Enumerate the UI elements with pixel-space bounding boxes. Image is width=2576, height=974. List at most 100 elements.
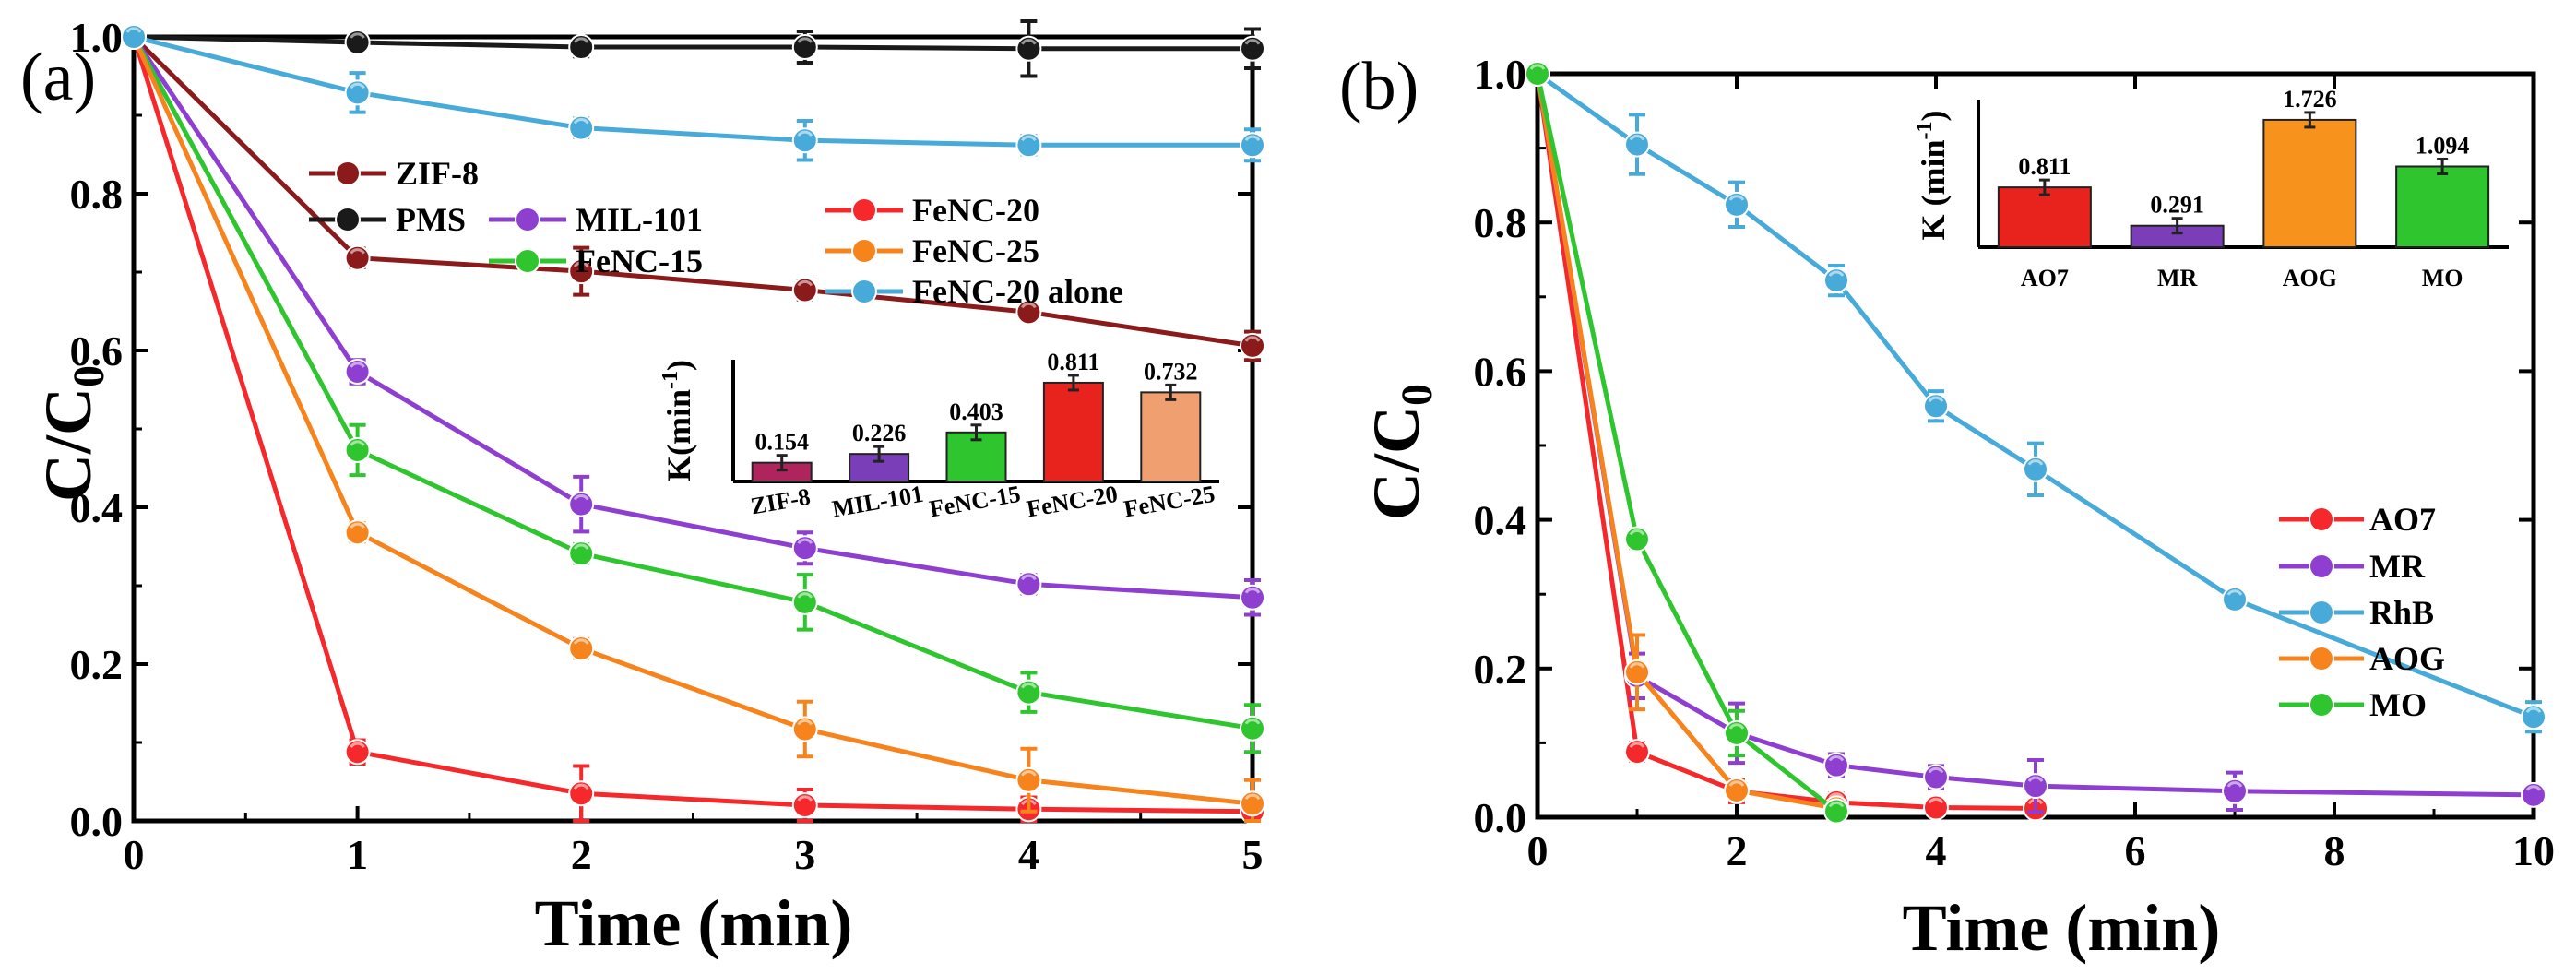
x-tick-label-0: 0 [1527,827,1549,874]
data-point-highlight [573,638,589,645]
data-point-highlight [1828,270,1845,277]
panel-b-label: (b) [1339,49,1419,125]
y-axis-title-main: C/C [31,387,105,502]
legend-label-mo: MO [2369,686,2427,723]
inset-y-axis-title-superscript: -1 [659,371,683,389]
data-point-highlight [350,32,365,39]
legend-marker [335,160,361,186]
inset-value-label-fenc-20: 0.811 [1047,349,1099,375]
data-point-highlight [1629,662,1645,669]
inset-y-axis-title: K (min-1) [1913,110,1952,240]
legend-item-fenc-20-alone: FeNC-20 alone [825,273,1123,310]
data-point-highlight [2525,707,2542,714]
data-point-highlight [1021,39,1037,45]
series-line-fenc-25 [131,35,1253,806]
data-point-highlight [573,37,589,43]
legend-item-fenc-20: FeNC-20 [825,192,1039,229]
data-point-highlight [1021,682,1037,689]
data-point-highlight [1021,135,1037,142]
legend-marker [851,197,877,223]
data-point-highlight [1244,793,1261,801]
inset-y-axis-title-superscript: -1 [1913,121,1937,139]
inset-category-label-ao7: AO7 [2021,265,2069,291]
legend-item-fenc-25: FeNC-25 [825,232,1039,269]
inset-value-label-ao7: 0.811 [2018,153,2071,180]
data-point-highlight [1629,529,1645,536]
data-point-highlight [1828,754,1845,762]
series-line-fenc-20-alone [133,34,1252,148]
legend-item-mo: MO [2279,686,2427,723]
y-tick-label-1-0: 1.0 [1474,51,1527,98]
data-point-highlight [1928,396,1944,403]
inset-y-axis-title: K(min-1) [659,360,697,481]
inset-bar-chart: 0.811 AO7 0.291 MR 1.726 AOG 1.094 MO K (min-1) [1913,86,2509,291]
data-point-highlight [1928,797,1944,804]
data-point-highlight [350,248,365,255]
legend-label-zif-8: ZIF-8 [396,155,479,192]
y-axis-title-main: C/C [1359,406,1433,520]
data-point-highlight [350,522,365,529]
y-tick-label-0-8: 0.8 [1474,199,1527,246]
x-axis-title: Time (min) [1903,891,2221,965]
y-axis-title: C/C0 [31,365,113,502]
legend-marker [515,207,540,232]
data-point-highlight [1529,64,1546,70]
inset-y-axis-title-main: K(min [660,389,697,481]
data-point-highlight [2226,781,2243,788]
legend-marker [2309,600,2334,625]
data-point-highlight [125,27,142,33]
legend-label-mr: MR [2369,548,2426,585]
series-line-ao7 [1535,73,2036,811]
data-point-highlight [797,37,813,43]
legend-marker [2309,506,2334,532]
legend-marker [335,207,361,232]
data-point-highlight [1629,134,1645,141]
series-line-aog [1535,73,1837,811]
data-point-highlight [573,493,589,501]
legend-item-pms: PMS [309,201,466,238]
inset-category-label-zif-8: ZIF-8 [749,483,813,520]
inset-value-label-mr: 0.291 [2150,192,2204,219]
series-fenc-15 [121,24,1265,754]
series-line-fenc-15 [131,35,1253,731]
data-point-highlight [1828,801,1845,808]
data-point-highlight [350,742,365,749]
legend-marker [851,279,877,304]
data-point-highlight [1629,742,1645,748]
data-point-highlight [573,261,589,268]
inset-bar-fenc-25 [1140,391,1202,483]
data-point-highlight [797,538,813,545]
y-axis-title: C/C0 [1359,384,1442,520]
legend-marker [2309,692,2334,718]
y-tick-label-0-0: 0.0 [70,798,124,845]
data-point-highlight [1728,195,1745,201]
legend-marker [2309,646,2334,671]
data-point-highlight [797,719,813,726]
inset-bar-mo [2395,165,2490,248]
inset-value-label-zif-8: 0.154 [754,429,809,456]
x-tick-label-3: 3 [794,831,815,878]
inset-category-label-mo: MO [2422,265,2463,291]
legend-item-rhb: RhB [2279,594,2434,631]
series-fenc-20 [121,24,1265,825]
x-tick-label-2: 2 [571,831,592,878]
legend-item-ao7: AO7 [2279,501,2436,538]
inset-value-label-mil-101: 0.226 [852,420,907,446]
legend-marker [851,238,877,264]
inset-category-label-mr: MR [2157,265,2198,291]
data-point-highlight [1928,766,1944,774]
inset-y-axis-title-close: ) [1915,110,1952,121]
legend-label-mil-101: MIL-101 [576,201,703,238]
x-tick-label-4: 4 [1926,827,1947,874]
data-point-highlight [1828,792,1845,799]
y-tick-label-0-4: 0.4 [1474,497,1527,544]
data-point-highlight [350,82,365,89]
y-tick-label-0-6: 0.6 [1474,348,1527,395]
data-point-highlight [350,440,365,446]
data-point-highlight [1244,135,1261,142]
legend-label-aog: AOG [2369,640,2445,677]
x-tick-label-8: 8 [2324,827,2345,874]
series-fenc-20-alone [121,24,1265,163]
data-point-highlight [1244,588,1261,594]
legend-item-aog: AOG [2279,640,2445,677]
